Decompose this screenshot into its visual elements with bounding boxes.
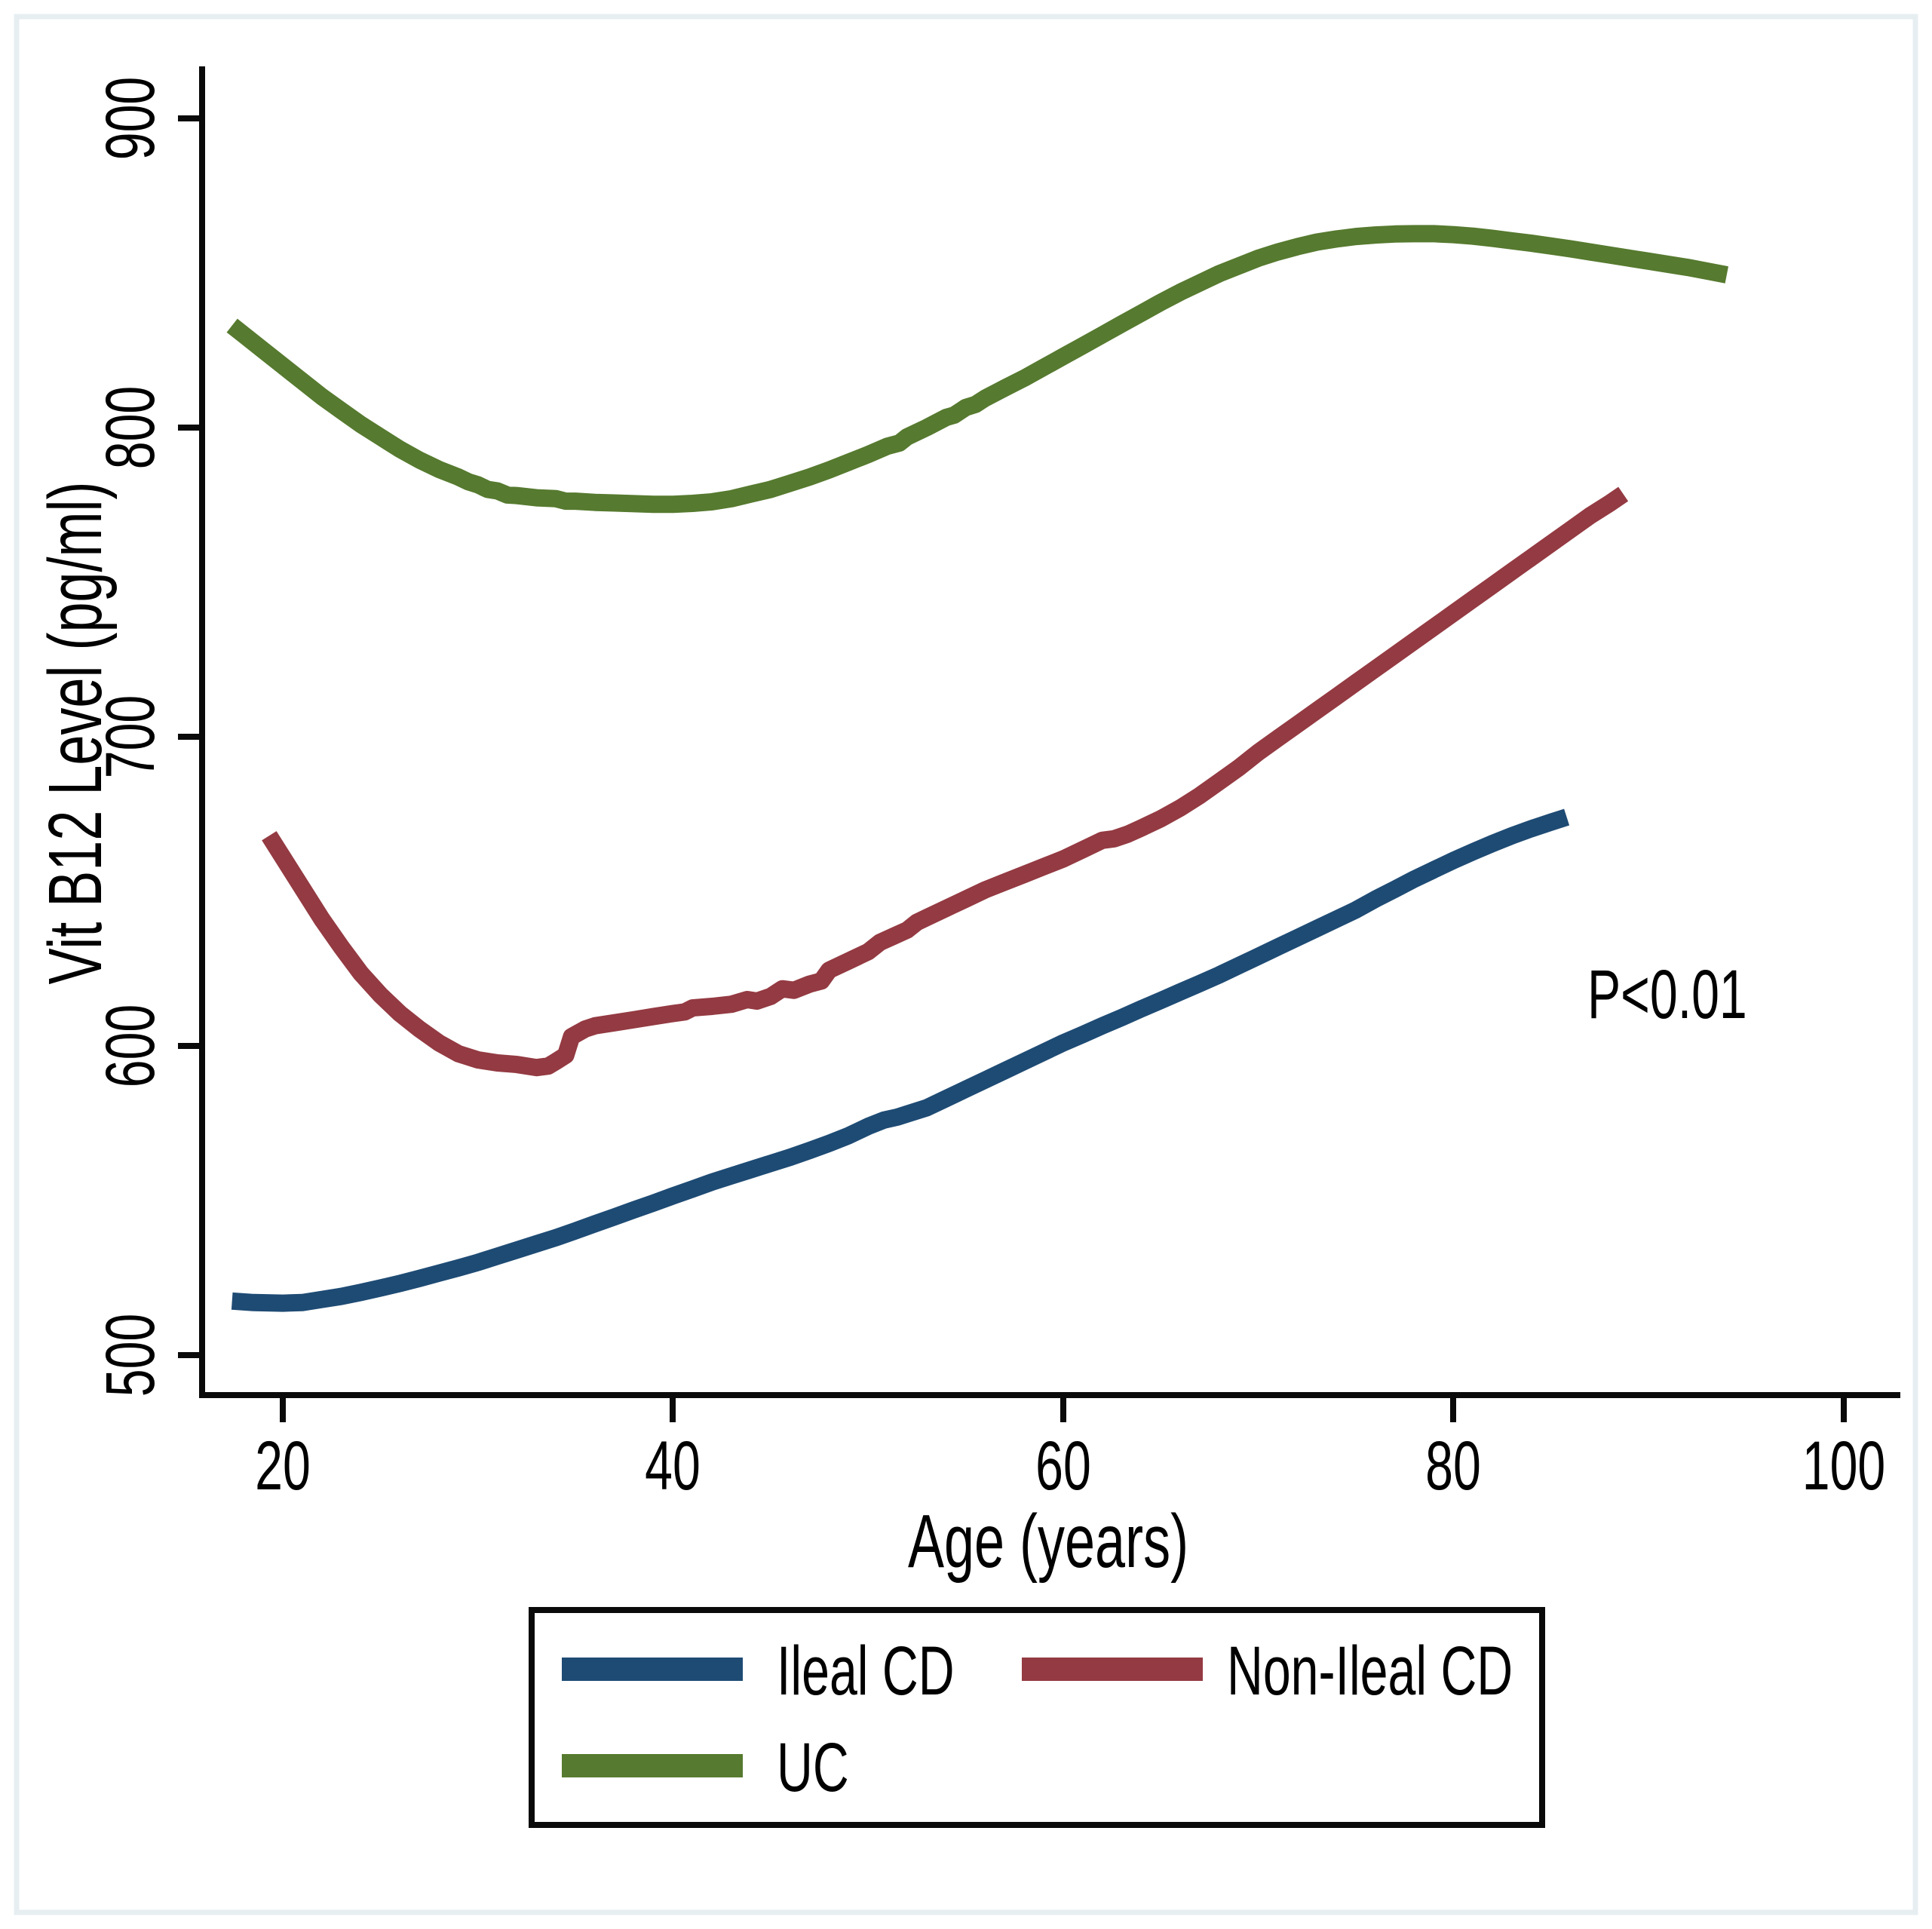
x-tick-marks — [280, 1392, 1847, 1422]
legend-swatch-ileal-cd — [562, 1658, 743, 1681]
x-tick-label: 60 — [1035, 1426, 1091, 1504]
y-tick-label: 900 — [90, 77, 168, 161]
legend-swatch-uc — [562, 1754, 743, 1777]
legend: Ileal CD Non-Ileal CD UC — [529, 1607, 1545, 1828]
x-tick-label: 20 — [255, 1426, 311, 1504]
series-ileal-cd-line — [231, 808, 1570, 1312]
y-tick-label: 800 — [90, 386, 168, 470]
series-non-ileal-cd-line — [262, 486, 1629, 1077]
legend-swatch-non-ileal-cd — [1022, 1658, 1203, 1681]
x-tick-labels: 20 40 60 80 100 — [255, 1426, 1885, 1504]
x-tick-label: 100 — [1802, 1426, 1886, 1504]
y-tick-label: 600 — [90, 1004, 168, 1088]
series-lines — [226, 225, 1728, 1312]
y-axis-title: Vit B12 Level (pg/ml) — [33, 482, 117, 985]
legend-label-ileal-cd: Ileal CD — [777, 1631, 955, 1709]
y-tick-label: 700 — [90, 695, 168, 779]
x-tick-label: 80 — [1425, 1426, 1481, 1504]
y-tick-labels: 900 800 700 600 500 — [90, 77, 168, 1397]
y-tick-label: 500 — [90, 1314, 168, 1397]
y-tick-marks — [178, 115, 205, 1358]
legend-box — [529, 1607, 1545, 1828]
p-value-annotation: P<0.01 — [1587, 955, 1747, 1032]
x-axis-title: Age (years) — [908, 1499, 1188, 1583]
legend-label-non-ileal-cd: Non-Ileal CD — [1227, 1631, 1513, 1709]
x-tick-label: 40 — [645, 1426, 701, 1504]
series-uc-line — [226, 225, 1728, 514]
canvas-frame — [14, 14, 1918, 1915]
legend-label-uc: UC — [777, 1728, 849, 1805]
